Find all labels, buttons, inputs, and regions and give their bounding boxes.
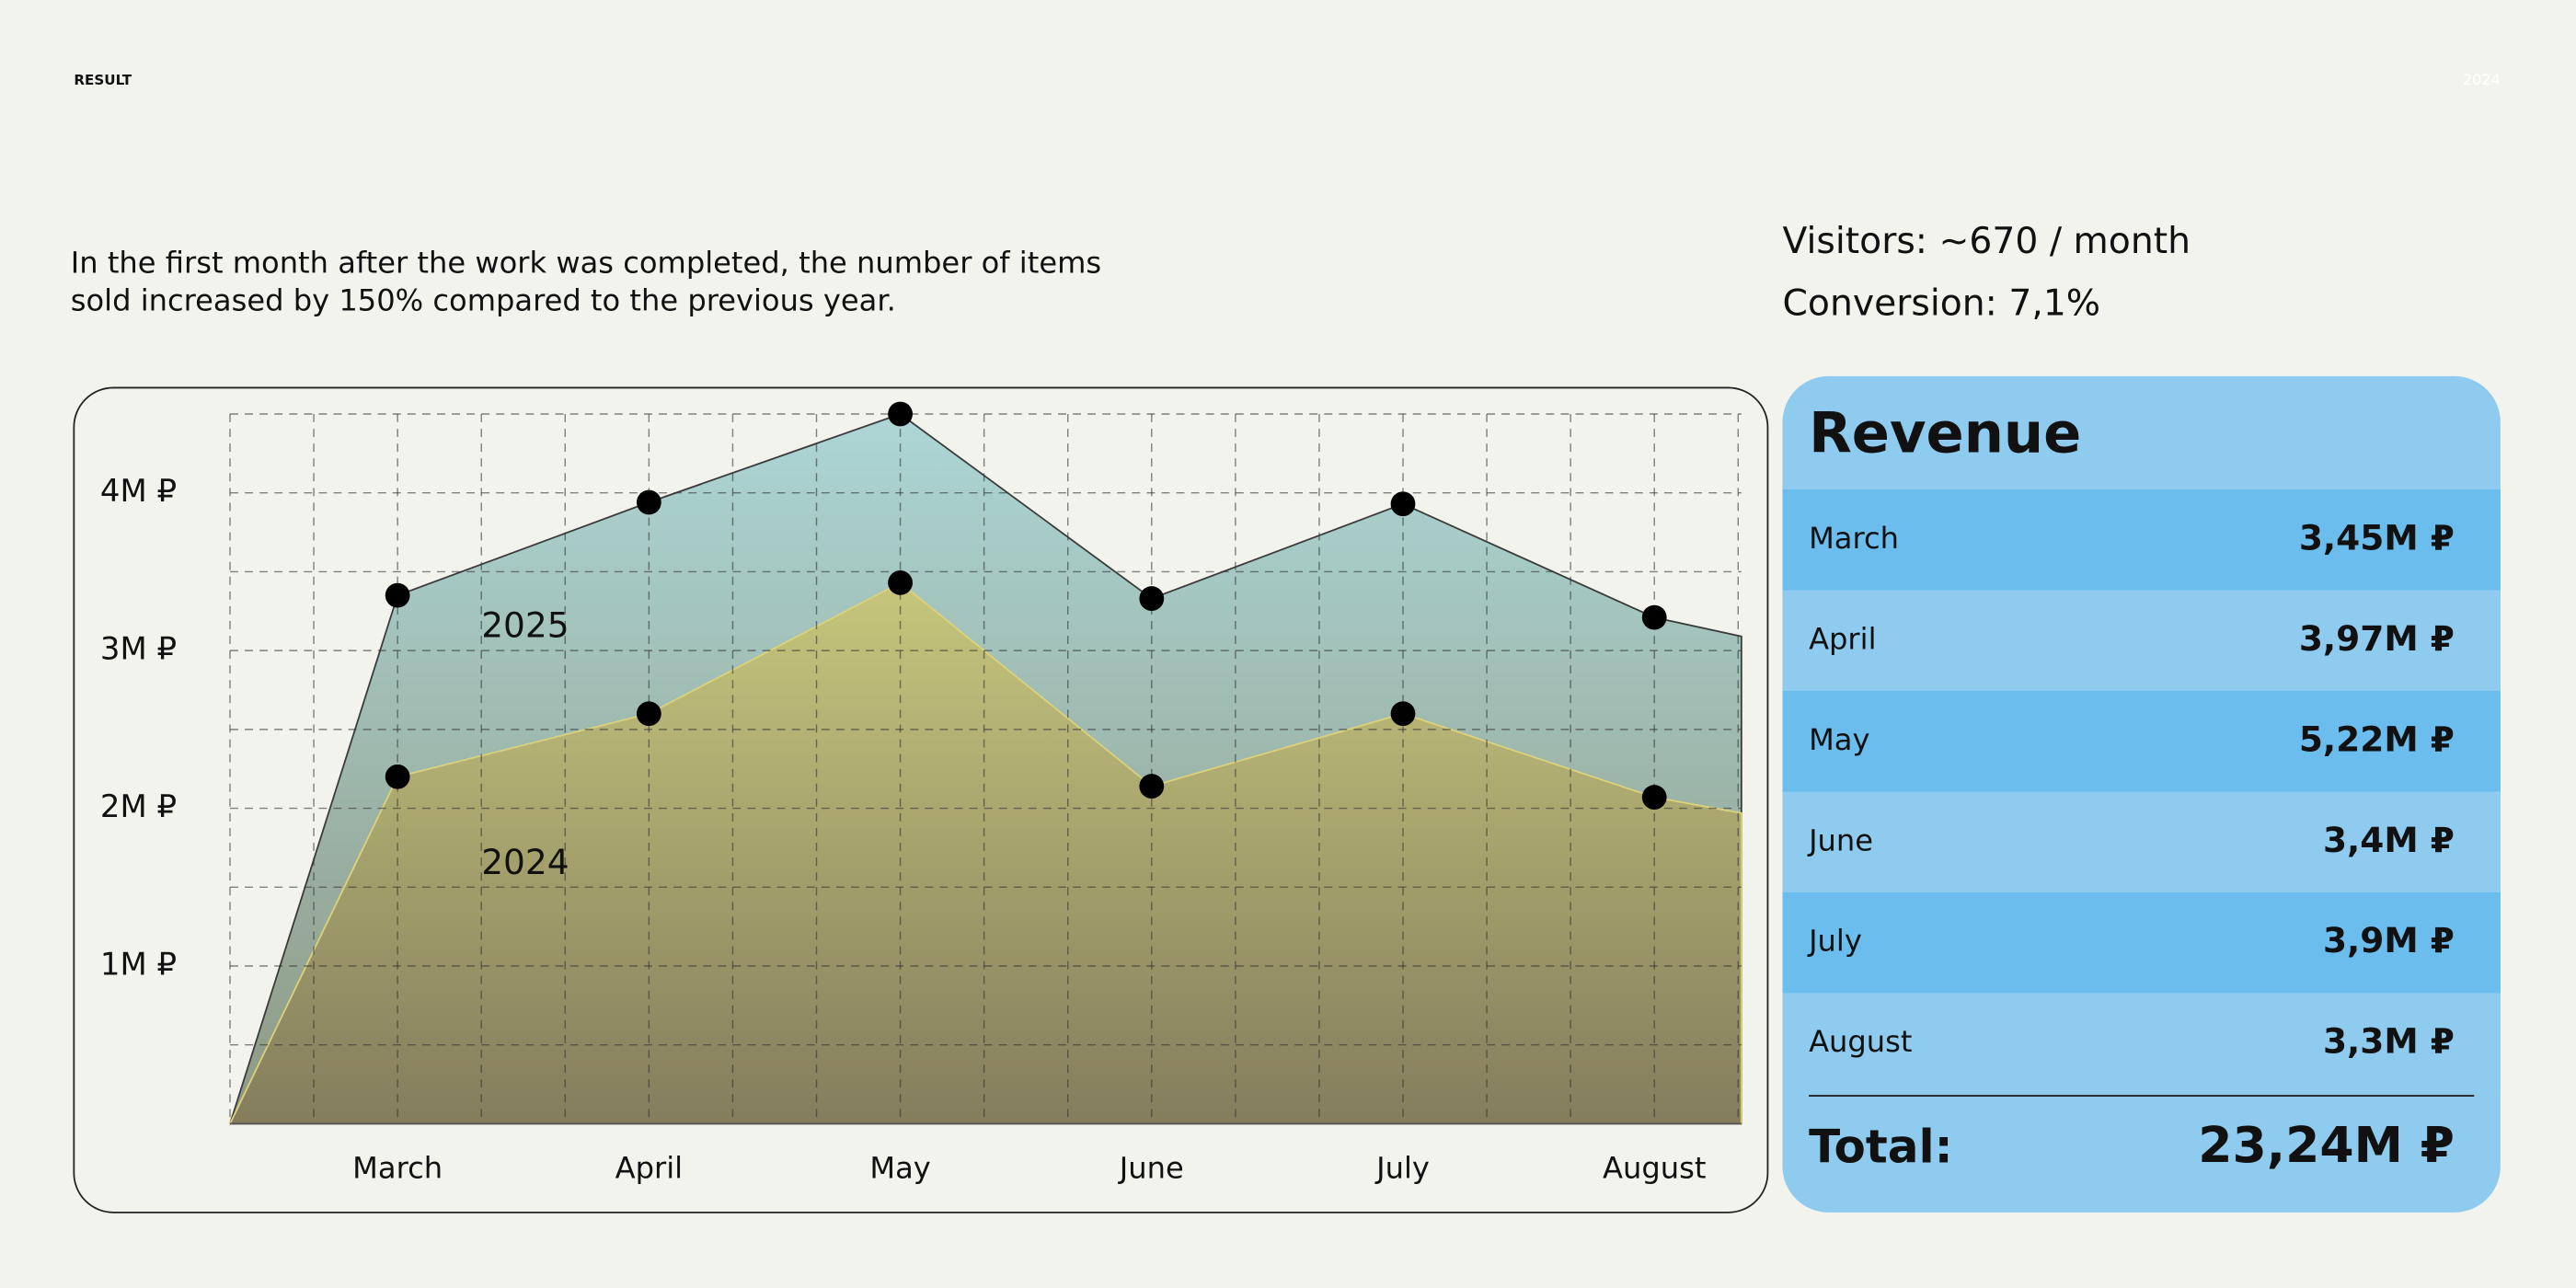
chart-frame xyxy=(73,386,1769,1213)
revenue-table: Revenue Total: 23,24M ₽ March 3,45M ₽ Apri… xyxy=(1782,375,2501,1213)
row-value: 3,45M ₽ xyxy=(2299,517,2455,558)
row-month: August xyxy=(1809,1024,1912,1059)
point xyxy=(385,582,410,608)
point xyxy=(1139,586,1165,611)
series-label: 2025 xyxy=(481,605,569,646)
row-month: March xyxy=(1809,521,1899,556)
row-value: 3,4M ₽ xyxy=(2323,820,2455,860)
series-label: 2024 xyxy=(481,842,569,882)
point xyxy=(1390,491,1416,517)
total-value: 23,24M ₽ xyxy=(2198,1116,2455,1174)
intro-line: In the first month after the work was co… xyxy=(71,246,1101,281)
revenue-title: Revenue xyxy=(1809,402,2081,466)
point xyxy=(1641,785,1667,810)
row-band xyxy=(1782,590,2501,692)
row-month: June xyxy=(1807,822,1873,857)
point xyxy=(1139,774,1165,799)
point xyxy=(385,764,410,789)
point xyxy=(888,570,913,595)
row-band xyxy=(1782,892,2501,994)
row-value: 3,9M ₽ xyxy=(2323,920,2455,960)
x-tick-label: June xyxy=(1118,1150,1184,1185)
x-tick-label: August xyxy=(1603,1150,1706,1185)
intro-line: sold increased by 150% compared to the p… xyxy=(71,283,896,318)
y-tick-label: 4M ₽ xyxy=(100,473,177,509)
row-month: April xyxy=(1809,621,1876,656)
header-label: RESULT xyxy=(74,72,132,88)
header-year: 2024 xyxy=(2463,71,2501,88)
point xyxy=(1641,604,1667,630)
point xyxy=(636,701,661,727)
y-tick-label: 3M ₽ xyxy=(100,631,177,667)
row-band xyxy=(1782,791,2501,892)
row-value: 3,97M ₽ xyxy=(2299,618,2455,659)
row-band xyxy=(1782,691,2501,792)
x-tick-label: April xyxy=(615,1150,683,1185)
plot: 1M ₽ 2M ₽ 3M ₽ 4M ₽ March April May June July Aug… xyxy=(100,401,1742,1185)
x-tick-label: May xyxy=(869,1150,930,1185)
row-month: July xyxy=(1807,924,1862,959)
row-band xyxy=(1782,993,2501,1094)
y-tick-label: 1M ₽ xyxy=(100,947,177,983)
total-label: Total: xyxy=(1809,1121,1953,1174)
x-tick-label: March xyxy=(352,1150,443,1185)
stat: Conversion: 7,1% xyxy=(1783,283,2101,325)
row-month: May xyxy=(1809,722,1869,757)
point xyxy=(1390,701,1416,727)
row-band xyxy=(1782,489,2501,591)
point xyxy=(636,489,661,515)
point xyxy=(888,401,913,427)
row-value: 5,22M ₽ xyxy=(2299,719,2455,759)
area xyxy=(228,581,1742,1125)
y-tick-label: 2M ₽ xyxy=(100,788,177,824)
row-value: 3,3M ₽ xyxy=(2323,1021,2455,1062)
stat: Visitors: ~670 / month xyxy=(1783,221,2191,262)
x-tick-label: July xyxy=(1374,1150,1430,1185)
